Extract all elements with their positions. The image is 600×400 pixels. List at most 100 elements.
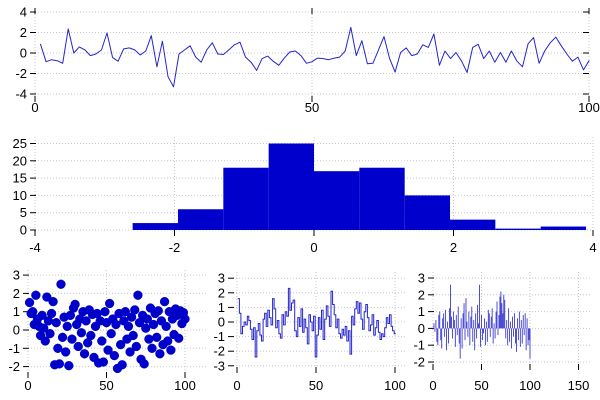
impulse-plot: -2 -1 0 1 23 0 50 100 150 [413,271,592,393]
scatter-point [161,321,171,331]
scatter-point [62,321,72,331]
scatter-point [97,336,107,346]
scatter-point [73,341,83,352]
y-tick-label: 0 [20,223,27,238]
y-tick-label: 2 [20,25,27,40]
scatter-point [42,292,52,302]
step-series [237,287,396,358]
y-tick-label: -2 [15,66,27,81]
y-tick-label: 25 [13,136,27,151]
scatter-point [153,306,163,316]
histogram-bar [540,226,587,230]
y-tick-label: 10 [13,188,27,203]
y-tick-label: 2 [418,287,425,302]
y-tick-label: 0 [218,315,225,330]
scatter-point [54,359,65,369]
histogram-bar [359,167,405,230]
scatter-point [37,310,47,321]
scatter-point [163,336,173,346]
scatter-point [120,307,130,317]
scatter-point [39,323,49,333]
scatter-point [159,296,170,307]
x-tick-label: 0 [31,100,38,115]
histogram-bar [177,209,224,230]
scatter-point [115,339,126,350]
scatter-point [125,347,135,357]
x-tick-label: 100 [519,378,541,393]
scatter-point [152,332,162,342]
scatter-point [174,333,184,343]
y-tick-label: -1 [413,338,425,353]
x-tick-label: -2 [169,240,181,255]
scatter-point [131,341,141,352]
y-tick-label: 3 [13,268,20,283]
scatter-point [81,316,91,326]
scatter-point [123,321,134,331]
y-tick-label: 15 [13,171,27,186]
scatter-point [98,357,109,367]
x-tick-label: 50 [99,378,113,393]
x-tick-label: 100 [578,100,600,115]
scatter-point [40,336,50,346]
line-plot-random-noise: -4 -2 0 2 4 0 50 100 [15,5,599,116]
y-tick-label: 4 [20,5,27,20]
scatter-point [117,360,127,370]
x-tick-label: 100 [174,378,196,393]
x-tick-label: 50 [474,378,488,393]
scatter-point [148,319,159,330]
y-tick-label: -3 [213,358,225,373]
scatter-point [46,308,57,319]
y-tick-label: 2 [13,286,20,301]
scatter-plot: -2 -1 0 1 2 3 0 50 100 [8,268,206,393]
scatter-point [76,328,87,338]
scatter-point [141,323,151,333]
y-tick-label: 0 [13,323,20,338]
scatter-point [79,349,90,359]
scatter-point [31,290,41,300]
y-tick-label: 3 [418,271,425,286]
x-tick-label: 0 [429,378,436,393]
y-tick-label: 0 [20,46,27,61]
y-tick-label: -1 [8,341,20,356]
y-tick-label: -1 [213,329,225,344]
histogram-bar [404,195,451,230]
scatter-point [28,307,38,317]
scatter-point [53,343,63,353]
scatter-point [133,290,143,300]
x-tick-label: 150 [568,378,590,393]
y-tick-label: -2 [413,355,425,370]
scatter-point [45,329,55,339]
histogram-bar [132,223,178,230]
y-tick-label: 0 [418,321,425,336]
y-tick-label: 20 [13,153,27,168]
y-tick-label: 1 [218,300,225,315]
scatter-point [61,347,71,357]
y-tick-label: 3 [218,271,225,286]
scatter-point [106,329,116,339]
scatter-point [144,334,154,344]
noise-line-series [40,26,590,88]
scatter-point [24,297,35,308]
x-tick-label: 2 [450,240,457,255]
histogram-bar [450,219,496,230]
histogram-plot: 0 5 10 15 20 25 -4 -2 0 2 4 [13,136,597,255]
scatter-point [103,345,113,355]
x-tick-label: 0 [233,378,240,393]
y-tick-label: 5 [20,205,27,220]
scatter-point [139,359,149,369]
scatter-point [51,318,61,328]
scatter-point [142,314,152,324]
y-tick-label: 1 [13,304,20,319]
scatter-point [180,314,190,324]
scatter-point [67,334,77,344]
histogram-bar [314,171,360,230]
y-tick-label: -4 [15,87,27,102]
scatter-point [86,330,96,341]
scatter-point [130,305,140,315]
x-tick-label: 0 [310,240,317,255]
x-tick-label: 4 [589,240,596,255]
histogram-bar [268,143,314,230]
